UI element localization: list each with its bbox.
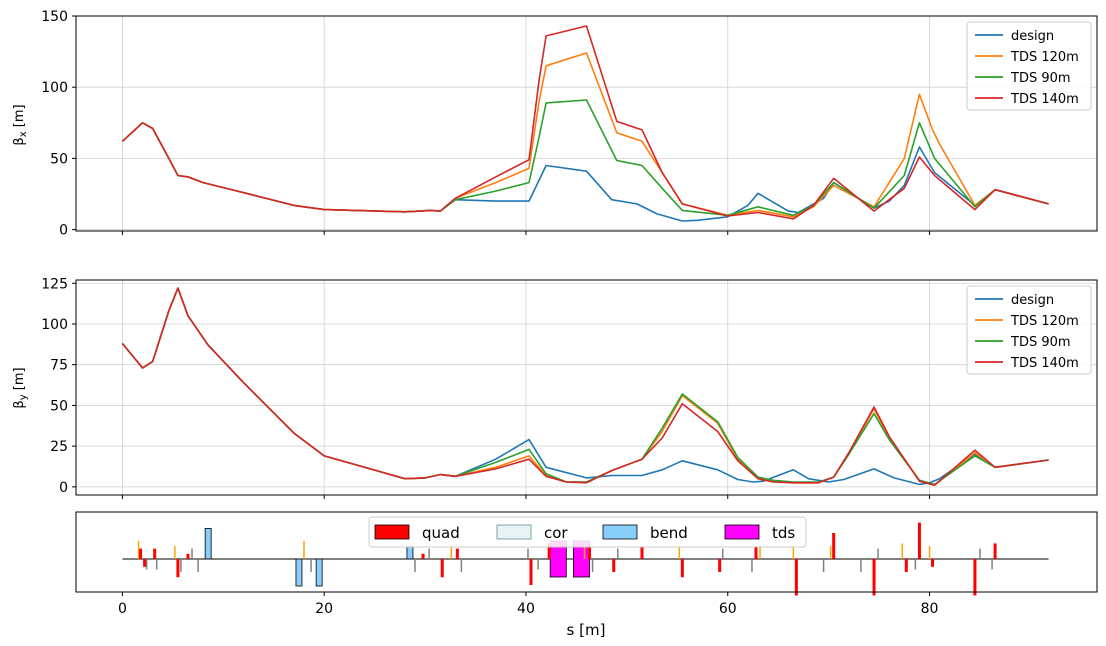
legend-swatch-quad — [374, 524, 410, 540]
bend-magnet — [315, 558, 323, 587]
legend-label-design: design — [1011, 293, 1054, 308]
quadrupole — [588, 546, 592, 559]
quadrupole — [917, 522, 921, 559]
quadrupole — [529, 559, 533, 585]
legend-swatch-tds — [724, 524, 760, 540]
quadrupole — [612, 559, 616, 572]
quadrupole — [640, 546, 644, 559]
quadrupole — [832, 533, 836, 559]
quadrupole — [973, 559, 977, 596]
legend-label-bend: bend — [650, 524, 688, 542]
legend-label-cor: cor — [544, 524, 568, 542]
x-tick-label: 80 — [921, 601, 939, 617]
legend-box — [966, 285, 1092, 375]
bend-magnet — [204, 528, 212, 560]
legend-swatch-cor — [496, 524, 532, 540]
quadrupole — [153, 548, 157, 559]
x-tick-label: 40 — [517, 601, 535, 617]
lattice-axes-frame — [75, 511, 1098, 593]
beta-y-legend: design TDS 120m TDS 90m TDS 140m — [966, 285, 1092, 375]
legend-swatch-bend — [602, 524, 638, 540]
quadrupole — [931, 559, 935, 567]
legend-label-tds90: TDS 90m — [1010, 71, 1071, 86]
y-tick-label: 0 — [59, 223, 68, 239]
legend-label-design: design — [1011, 29, 1054, 44]
y-tick-label: 50 — [50, 151, 68, 167]
beta-x-grid — [76, 15, 1097, 231]
lattice-panel: 0 20 40 60 80 s [m] quad cor bend tds — [75, 511, 1098, 639]
quadrupole — [440, 559, 444, 578]
quadrupole — [139, 548, 143, 559]
quadrupole — [680, 559, 684, 578]
quadrupole — [186, 553, 190, 559]
lattice-legend: quad cor bend tds — [368, 516, 807, 548]
y-tick-label: 100 — [41, 317, 68, 333]
quadrupole — [904, 559, 908, 572]
y-tick-label: 25 — [50, 439, 68, 455]
lattice-ticks: 0 20 40 60 80 — [118, 592, 938, 617]
beta-y-ticks: 0 25 50 75 100 125 — [41, 276, 931, 499]
bend-magnet — [406, 546, 414, 560]
y-tick-label: 100 — [41, 80, 68, 96]
y-tick-label: 150 — [41, 9, 68, 25]
beta-x-axis-label: βx [m] — [12, 104, 29, 145]
y-tick-label: 75 — [50, 358, 68, 374]
legend-label-tds140: TDS 140m — [1010, 92, 1079, 107]
legend-label-tds140: TDS 140m — [1010, 356, 1079, 371]
bend-magnet — [295, 558, 303, 587]
beta-y-axes-frame — [75, 279, 1098, 496]
beta-x-ticks: 0 50 100 150 — [41, 9, 931, 239]
y-tick-label: 50 — [50, 398, 68, 414]
beta-y-axis-label: βy [m] — [12, 367, 29, 408]
quadrupole — [993, 543, 997, 559]
x-tick-label: 60 — [719, 601, 737, 617]
quadrupole — [421, 553, 425, 559]
x-tick-label: 20 — [315, 601, 333, 617]
legend-label-tds: tds — [772, 524, 795, 542]
beta-y-grid — [76, 280, 1097, 495]
series-line-tds140 — [121, 287, 1049, 487]
legend-label-tds120: TDS 120m — [1010, 50, 1079, 65]
quadrupole — [143, 559, 147, 567]
quadrupole — [718, 559, 722, 572]
quadrupole — [547, 543, 551, 559]
y-tick-label: 0 — [59, 480, 68, 496]
legend-label-tds120: TDS 120m — [1010, 314, 1079, 329]
series-line-tds90 — [121, 99, 1049, 217]
quadrupole — [872, 559, 876, 596]
quadrupole — [176, 559, 180, 578]
beta-x-axes-frame — [75, 15, 1098, 232]
series-line-design — [121, 287, 1049, 486]
series-line-tds120 — [121, 52, 1049, 218]
series-line-tds90 — [121, 287, 1049, 486]
quadrupole — [455, 548, 459, 559]
series-line-tds140 — [121, 25, 1049, 220]
beta-y-series — [121, 287, 1049, 487]
legend-label-quad: quad — [422, 524, 460, 542]
legend-label-tds90: TDS 90m — [1010, 335, 1071, 350]
quadrupole — [794, 559, 798, 596]
x-tick-label: 0 — [118, 601, 127, 617]
legend-box — [966, 21, 1092, 111]
beta-x-legend: design TDS 120m TDS 90m TDS 140m — [966, 21, 1092, 111]
quadrupole — [754, 546, 758, 559]
lattice-legend-box — [368, 516, 807, 548]
beta-x-panel: 0 50 100 150 βx [m] design TDS 120m TDS 90m TD… — [12, 9, 1098, 239]
lattice-elements — [137, 522, 997, 596]
s-axis-label: s [m] — [567, 621, 606, 639]
series-line-tds120 — [121, 287, 1049, 487]
beta-y-panel: 0 25 50 75 100 125 βy [m] design TDS 120m TDS 9… — [12, 276, 1098, 499]
beta-x-series — [121, 25, 1049, 222]
y-tick-label: 125 — [41, 276, 68, 292]
